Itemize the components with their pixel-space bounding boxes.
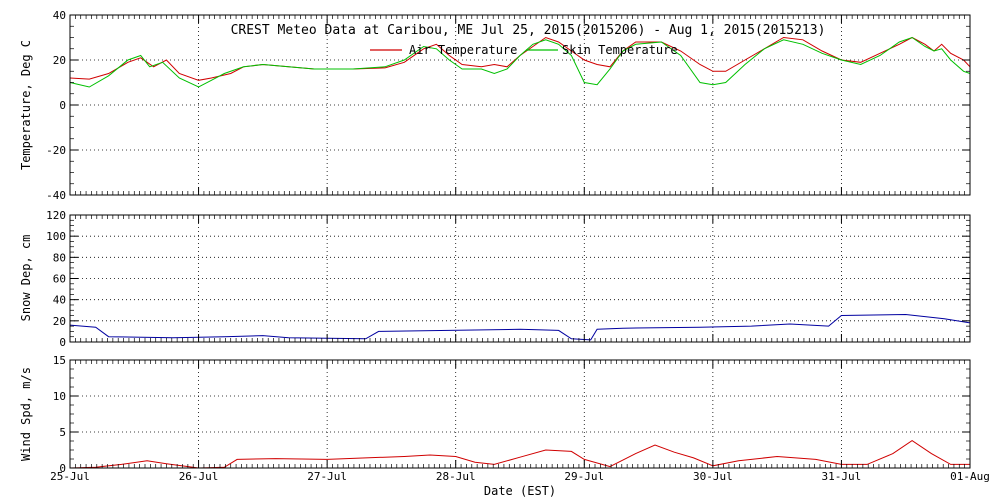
date-tick-label: 26-Jul: [179, 470, 219, 483]
snow-depth-series: [69, 313, 971, 341]
temperature-legend: Air Temperature Skin Temperature: [370, 43, 678, 57]
y-tick-label: -20: [46, 144, 66, 157]
date-tick-labels: 25-Jul 26-Jul 27-Jul 28-Jul 29-Jul 30-Jul 31-J…: [50, 470, 990, 483]
y-tick-label: 15: [53, 354, 66, 367]
y-tick-label: 80: [53, 251, 66, 264]
y-tick-label: 40: [53, 9, 66, 22]
snow-depth-gridlines: [70, 215, 970, 342]
snow-depth-ticks: 0 20 40 60 80 100 120: [46, 209, 971, 349]
temperature-ticks: -40 -20 0 20 40: [46, 9, 971, 202]
wind-speed-series-line-0: [69, 439, 970, 469]
wind-speed-y-axis-label: Wind Spd, m/s: [19, 367, 33, 461]
snow-depth-series-line-0: [69, 313, 971, 341]
legend-label-skin-temperature: Skin Temperature: [562, 43, 678, 57]
wind-speed-plot-frame: [69, 359, 971, 469]
date-tick-label: 27-Jul: [307, 470, 347, 483]
wind-speed-gridlines: [70, 360, 970, 468]
wind-speed-series: [69, 439, 970, 469]
y-tick-label: 100: [46, 230, 66, 243]
date-tick-label: 30-Jul: [693, 470, 733, 483]
legend-label-air-temperature: Air Temperature: [409, 43, 517, 57]
temperature-gridlines: [70, 15, 970, 195]
wind-speed-ticks: 0 5 10 15: [53, 354, 971, 475]
y-tick-label: 5: [59, 426, 66, 439]
temperature-panel: -40 -20 0 20 40 Temperature, Deg C Air Tempe…: [19, 9, 971, 202]
y-tick-label: 120: [46, 209, 66, 222]
y-tick-label: 20: [53, 54, 66, 67]
date-tick-label: 25-Jul: [50, 470, 90, 483]
y-tick-label: 60: [53, 273, 66, 286]
date-tick-label: 29-Jul: [564, 470, 604, 483]
chart-title: CREST Meteo Data at Caribou, ME Jul 25, …: [231, 23, 826, 38]
y-tick-label: 0: [59, 99, 66, 112]
snow-depth-panel: 0 20 40 60 80 100 120 Snow Dep, cm: [19, 209, 971, 349]
date-tick-label: 31-Jul: [822, 470, 862, 483]
y-tick-label: 10: [53, 390, 66, 403]
date-tick-label: 28-Jul: [436, 470, 476, 483]
y-tick-label: -40: [46, 189, 66, 202]
y-tick-label: 20: [53, 315, 66, 328]
y-tick-label: 40: [53, 294, 66, 307]
snow-depth-y-axis-label: Snow Dep, cm: [19, 235, 33, 322]
date-tick-label: 01-Aug: [950, 470, 990, 483]
x-axis-label: Date (EST): [484, 484, 556, 498]
y-tick-label: 0: [59, 336, 66, 349]
temperature-series-line-0: [69, 36, 971, 81]
temperature-y-axis-label: Temperature, Deg C: [19, 40, 33, 170]
temperature-series: [69, 36, 971, 88]
y-tick-label: 0: [59, 462, 66, 475]
temperature-series-line-1: [69, 36, 971, 88]
